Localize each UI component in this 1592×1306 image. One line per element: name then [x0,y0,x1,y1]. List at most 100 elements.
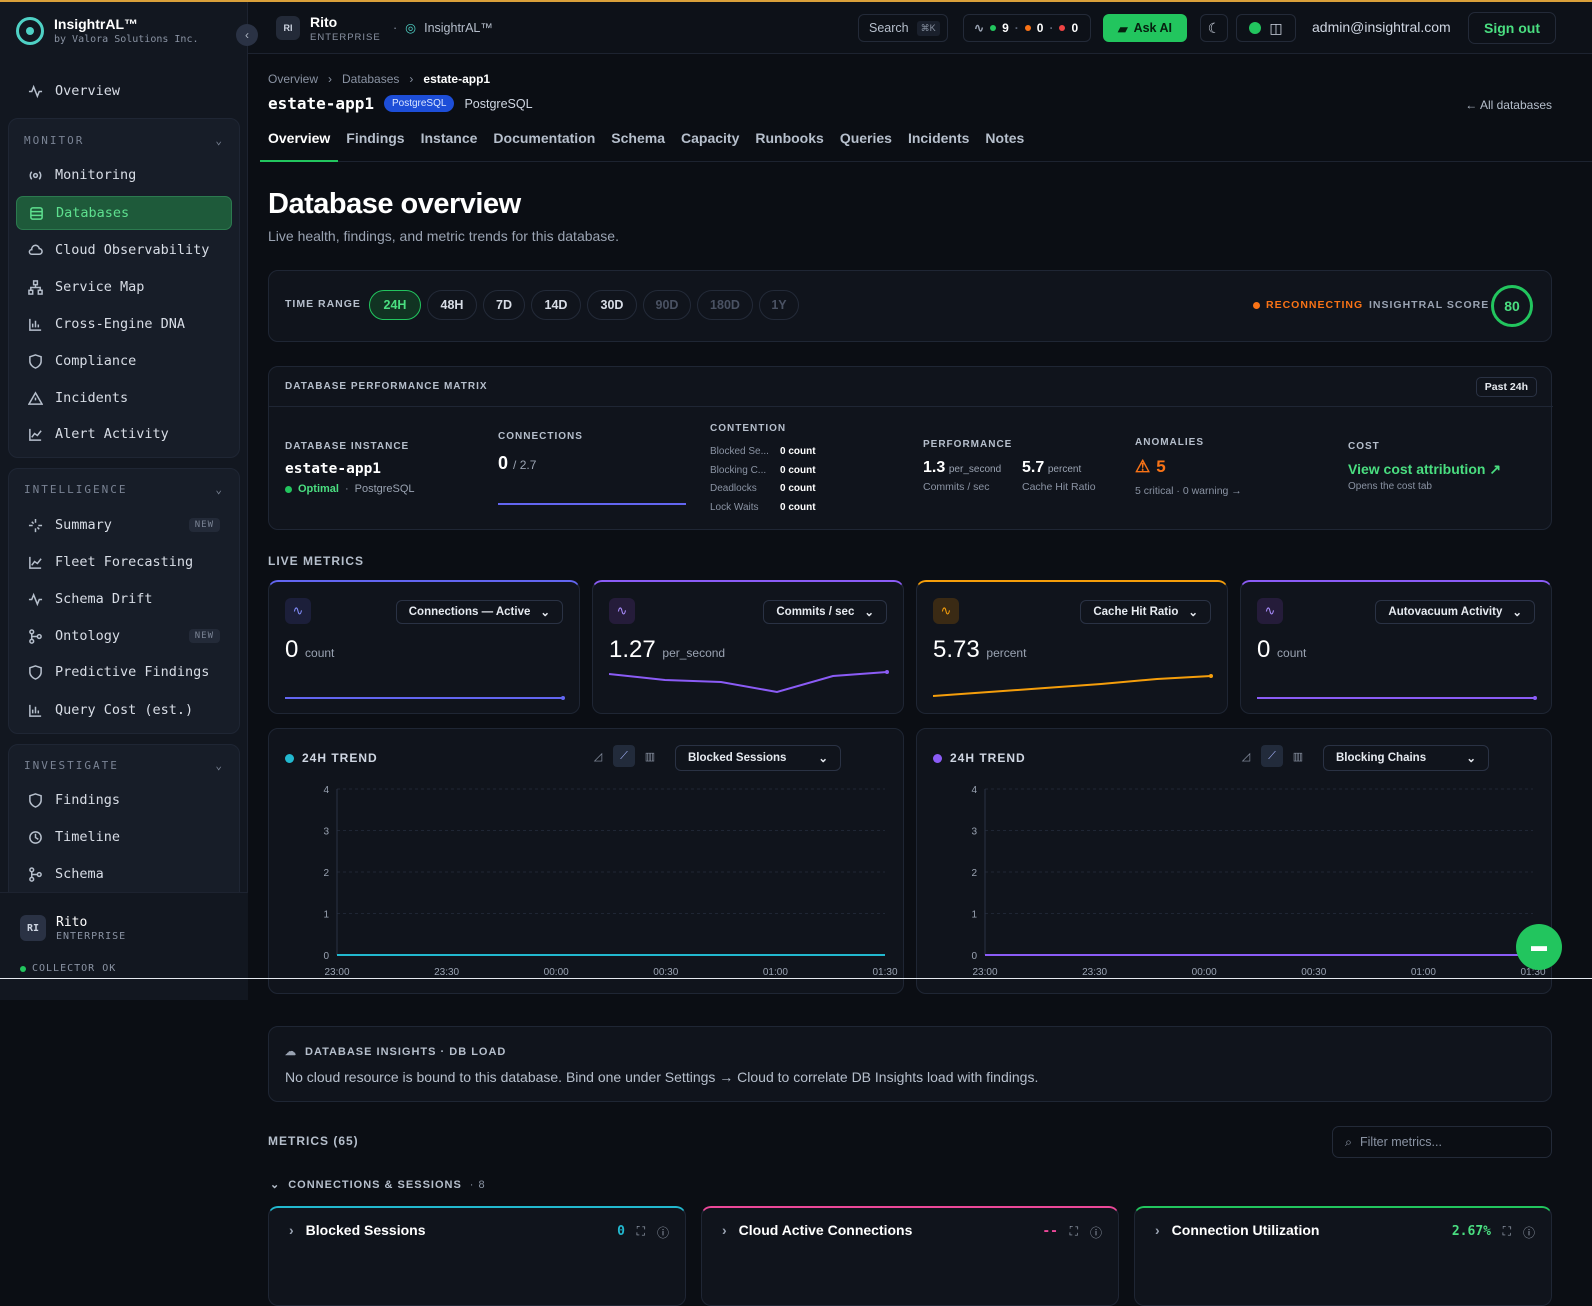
area-chart-icon[interactable]: ◿ [593,750,603,763]
anomalies-value[interactable]: ⚠ 5 [1135,457,1166,477]
avatar[interactable]: RI [276,16,300,40]
tab-notes[interactable]: Notes [985,130,1025,146]
y-tick-label: 0 [323,951,329,962]
range-14d[interactable]: 14D [531,290,581,320]
filter-metrics-input[interactable]: ⌕ Filter metrics... [1332,1126,1552,1158]
range-30d[interactable]: 30D [587,290,637,320]
sidebar-item-fleet-forecasting[interactable]: Fleet Forecasting [16,545,232,579]
tab-schema[interactable]: Schema [611,130,665,146]
tenant-switcher[interactable]: Rito ENTERPRISE [310,14,381,43]
range-90d: 90D [643,290,691,320]
ask-ai-button[interactable]: ▰ Ask AI [1103,14,1187,42]
expand-icon[interactable]: ⛶ [1502,1224,1511,1238]
collapse-sidebar-button[interactable]: ‹ [236,24,258,46]
monitor-group [8,118,240,458]
all-databases-link[interactable]: ← All databases [1465,98,1552,112]
status-dot-icon [285,485,292,493]
sidebar-item-timeline[interactable]: Timeline [16,820,232,854]
bar-chart-icon[interactable]: ▥ [1292,750,1304,763]
tab-incidents[interactable]: Incidents [907,130,970,146]
tab-instance[interactable]: Instance [420,130,478,146]
chat-fab-button[interactable]: ▬ [1516,924,1562,970]
x-tick-label: 01:30 [872,967,897,978]
metric-select[interactable]: Connections — Active ⌄ [395,600,563,624]
tab-overview[interactable]: Overview [260,122,339,162]
sidebar-item-schema-drift[interactable]: Schema Drift [16,582,232,616]
theme-toggle[interactable]: ☾ [1200,14,1228,42]
tab-findings[interactable]: Findings [346,130,405,146]
monitor-group-header[interactable]: MONITOR ⌄ [24,134,224,147]
metric-select[interactable]: Commits / sec ⌄ [763,600,887,624]
sidebar-item-databases[interactable]: Databases [16,196,232,230]
brand[interactable]: InsightrAL™ by Valora Solutions Inc. [16,16,199,45]
section-connections-sessions[interactable]: ⌄ CONNECTIONS & SESSIONS · 8 [270,1178,486,1192]
sidebar-item-label: Monitoring [55,167,137,183]
metric-select[interactable]: Cache Hit Ratio ⌄ [1080,600,1211,624]
tab-runbooks[interactable]: Runbooks [755,130,824,146]
sidebar-item-alert-activity[interactable]: Alert Activity [16,417,232,451]
expand-icon[interactable]: ⛶ [1069,1224,1078,1238]
range-7d[interactable]: 7D [483,290,525,320]
chevron-left-icon: ‹ [245,28,249,42]
sidebar-item-overview[interactable]: Overview [16,74,232,108]
perf-value: 1.3 [923,459,946,476]
pulse-icon: ∿ [933,598,959,624]
area-chart-icon[interactable]: ◿ [1241,750,1251,763]
breadcrumb-overview[interactable]: Overview [268,72,319,86]
range-48h[interactable]: 48H [427,290,477,320]
metric-select[interactable]: Autovacuum Activity ⌄ [1375,600,1535,624]
health-summary[interactable]: ∿ 9 · 0 · 0 [963,14,1091,42]
sidebar-item-compliance[interactable]: Compliance [16,344,232,378]
cost-attribution-link[interactable]: View cost attribution ↗ [1348,461,1502,477]
series-select[interactable]: Blocking Chains ⌄ [1323,745,1489,771]
series-select[interactable]: Blocked Sessions ⌄ [675,745,841,771]
info-icon[interactable]: ⓘ [1522,1226,1535,1240]
line-chart-icon[interactable]: ⟋ [1261,745,1283,767]
metric-card-connection-utilization[interactable]: › Connection Utilization 2.67% ⛶ ⓘ [1134,1206,1552,1306]
anomalies-detail[interactable]: 5 critical · 0 warning → [1135,485,1242,497]
insights-title: ☁ DATABASE INSIGHTS · DB LOAD [285,1045,506,1059]
sidebar-user[interactable]: RI Rito ENTERPRISE COLLECTOR OK [0,892,248,1000]
expand-icon[interactable]: ⛶ [636,1224,645,1238]
instance-status: Optimal · PostgreSQL [285,483,415,495]
search-button[interactable]: Search ⌘K [858,14,948,42]
contention-value: 0 count [780,483,816,494]
y-tick-label: 2 [971,868,977,879]
sidebar-item-schema[interactable]: Schema [16,857,232,891]
contention-value: 0 count [780,464,816,476]
sidebar-item-ontology[interactable]: Ontology NEW [16,619,232,653]
range-24h[interactable]: 24H [369,290,421,320]
line-chart-icon[interactable]: ⟋ [613,745,635,767]
sidebar-item-cross-engine-dna[interactable]: Cross-Engine DNA [16,307,232,341]
bar-chart-icon[interactable]: ▥ [644,750,656,763]
intelligence-group-header[interactable]: INTELLIGENCE ⌄ [24,483,224,496]
sidebar-item-monitoring[interactable]: Monitoring [16,158,232,192]
warn-count: 0 [1036,21,1044,35]
layout-toggle[interactable]: ◫ [1236,14,1296,42]
x-tick-label: 00:30 [1301,967,1326,978]
tab-capacity[interactable]: Capacity [681,130,740,146]
breadcrumb-databases[interactable]: Databases [342,72,400,86]
collector-label: COLLECTOR OK [32,963,117,974]
tab-documentation[interactable]: Documentation [493,130,596,146]
metric-card-value: 2.67% [1451,1224,1491,1239]
sidebar-item-predictive-findings[interactable]: Predictive Findings [16,655,232,689]
sidebar-item-findings[interactable]: Findings [16,783,232,817]
metric-card-blocked-sessions[interactable]: › Blocked Sessions 0 ⛶ ⓘ [268,1206,686,1306]
sidebar-item-service-map[interactable]: Service Map [16,270,232,304]
app-indicator: · ◎ InsightrAL™ [393,20,493,36]
sidebar-item-cloud-observability[interactable]: Cloud Observability [16,233,232,267]
value-number: 0 [1257,636,1271,663]
tab-queries[interactable]: Queries [839,130,892,146]
instance-name: estate-app1 [285,461,382,477]
metric-card-label: Cloud Active Connections [738,1222,913,1238]
investigate-group-header[interactable]: INVESTIGATE ⌄ [24,759,224,772]
sidebar-item-query-cost[interactable]: Query Cost (est.) [16,693,232,727]
sidebar-item-summary[interactable]: Summary NEW [16,508,232,542]
info-icon[interactable]: ⓘ [1089,1226,1102,1240]
sign-out-button[interactable]: Sign out [1468,12,1556,44]
sidebar-item-incidents[interactable]: Incidents [16,381,232,415]
metric-card-cloud-active-connections[interactable]: › Cloud Active Connections -- ⛶ ⓘ [701,1206,1119,1306]
info-icon[interactable]: ⓘ [656,1226,669,1240]
sidebar-item-label: Query Cost (est.) [55,702,194,718]
